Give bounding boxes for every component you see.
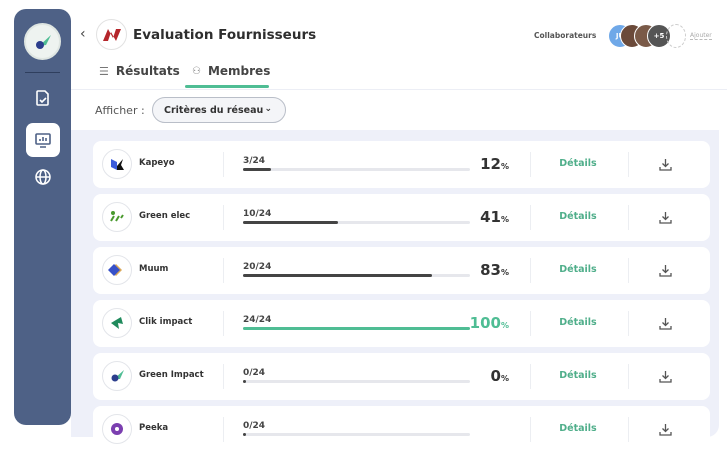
table-row: Peeka 0/24 Détails [93, 406, 710, 453]
filter-label: Afficher : [95, 104, 145, 117]
table-row: Clik impact 24/24 100% Détails [93, 300, 710, 347]
details-link[interactable]: Détails [559, 264, 597, 275]
column-divider [530, 152, 531, 177]
column-divider [223, 152, 224, 177]
progress-count: 10/24 [243, 209, 272, 219]
clik-impact-logo [102, 308, 132, 338]
progress-bar [243, 327, 470, 330]
column-divider [628, 311, 629, 336]
supplier-name: Kapeyo [139, 158, 175, 168]
criteria-select[interactable]: Critères du réseau ⌄ [152, 97, 286, 123]
chart-monitor-icon [35, 133, 51, 148]
column-divider [223, 205, 224, 230]
supplier-name: Green elec [139, 211, 191, 221]
kapeyo-logo [102, 149, 132, 179]
column-divider [628, 152, 629, 177]
column-divider [628, 205, 629, 230]
download-icon[interactable] [659, 262, 672, 281]
progress-count: 0/24 [243, 368, 266, 378]
list-icon: ☰ [99, 64, 109, 78]
table-row: Green elec 10/24 41% Détails [93, 194, 710, 241]
progress-count: 20/24 [243, 262, 272, 272]
add-collaborator-button[interactable] [666, 24, 686, 48]
progress-bar [243, 433, 470, 436]
progress-bar [243, 168, 470, 171]
sidebar-item-dashboard[interactable] [26, 123, 60, 157]
download-icon[interactable] [659, 209, 672, 228]
column-divider [628, 258, 629, 283]
progress-count: 3/24 [243, 156, 266, 166]
sidebar-divider [25, 72, 60, 73]
globe-icon [35, 169, 51, 185]
table-row: Green Impact 0/24 0% Détails [93, 353, 710, 400]
progress-bar [243, 221, 470, 224]
column-divider [530, 417, 531, 442]
details-link[interactable]: Détails [559, 211, 597, 222]
progress-fill [243, 380, 247, 383]
column-divider [628, 364, 629, 389]
sidebar-item-network[interactable] [26, 160, 60, 194]
supplier-name: Clik impact [139, 317, 193, 327]
brand-logo [96, 19, 127, 50]
add-collaborator-label[interactable]: Ajouter [690, 32, 712, 40]
download-icon[interactable] [659, 315, 672, 334]
download-icon[interactable] [659, 421, 672, 440]
users-icon: ⚇ [192, 65, 201, 77]
active-tab-indicator [185, 85, 269, 88]
completion-percent: 41% [480, 208, 509, 226]
table-row: Kapeyo 3/24 12% Détails [93, 141, 710, 188]
completion-percent: 0% [490, 367, 509, 385]
column-divider [223, 258, 224, 283]
sidebar [14, 9, 71, 425]
supplier-name: Green Impact [139, 370, 204, 380]
tab-membres[interactable]: ⚇ Membres [192, 64, 271, 78]
supplier-name: Peeka [139, 423, 169, 433]
completion-percent: 12% [480, 155, 509, 173]
green-impact-logo [102, 361, 132, 391]
peeka-logo [102, 414, 132, 444]
completion-percent: 100% [469, 314, 509, 332]
progress-fill [243, 433, 247, 436]
column-divider [530, 205, 531, 230]
column-divider [530, 311, 531, 336]
column-divider [223, 364, 224, 389]
column-divider [530, 258, 531, 283]
tab-resultats[interactable]: ☰ Résultats [99, 64, 180, 78]
supplier-name: Muum [139, 264, 169, 274]
details-link[interactable]: Détails [559, 158, 597, 169]
progress-fill [243, 327, 470, 330]
completion-percent: 83% [480, 261, 509, 279]
details-link[interactable]: Détails [559, 317, 597, 328]
download-icon[interactable] [659, 368, 672, 387]
progress-fill [243, 221, 338, 224]
column-divider [628, 417, 629, 442]
progress-fill [243, 274, 433, 277]
back-chevron-icon[interactable]: ‹ [80, 26, 86, 42]
progress-bar [243, 274, 470, 277]
progress-count: 24/24 [243, 315, 272, 325]
green-elec-logo [102, 202, 132, 232]
progress-fill [243, 168, 272, 171]
sidebar-item-evaluations[interactable] [26, 81, 60, 115]
column-divider [223, 311, 224, 336]
document-check-icon [36, 90, 49, 106]
column-divider [530, 364, 531, 389]
progress-bar [243, 380, 470, 383]
muum-logo [102, 255, 132, 285]
table-row: Muum 20/24 83% Détails [93, 247, 710, 294]
download-icon[interactable] [659, 156, 672, 175]
details-link[interactable]: Détails [559, 423, 597, 434]
collaborators-label: Collaborateurs [534, 31, 597, 40]
column-divider [223, 417, 224, 442]
progress-count: 0/24 [243, 421, 266, 431]
page-title: Evaluation Fournisseurs [133, 27, 317, 43]
app-logo[interactable] [24, 23, 61, 60]
details-link[interactable]: Détails [559, 370, 597, 381]
chevron-down-icon: ⌄ [264, 104, 272, 114]
